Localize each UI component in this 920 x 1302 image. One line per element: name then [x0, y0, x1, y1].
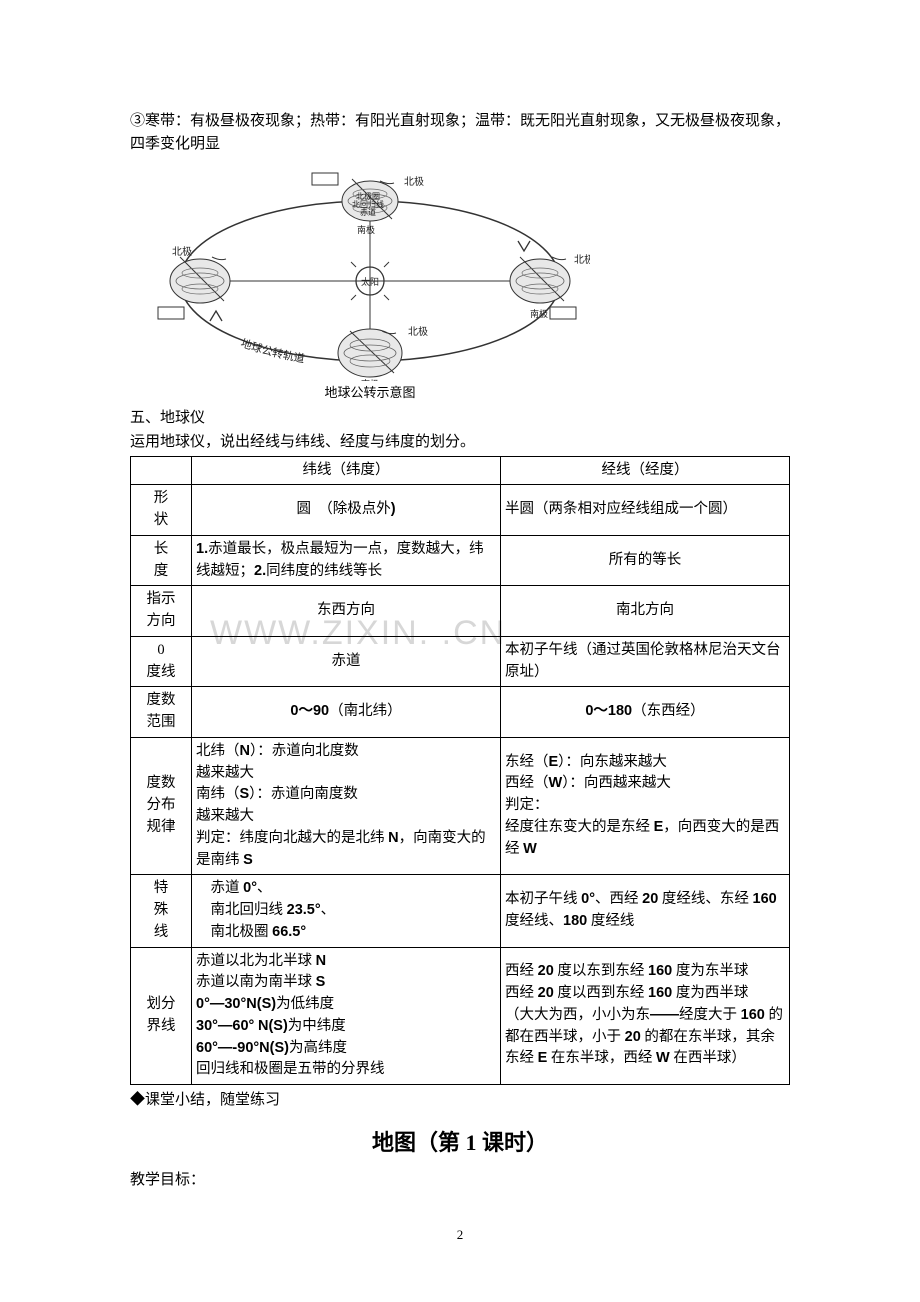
- cell-lat: 赤道: [192, 636, 501, 687]
- svg-text:赤道: 赤道: [360, 207, 376, 217]
- svg-text:南极: 南极: [530, 308, 548, 319]
- cell-lat: 1.赤道最长，极点最短为一点，度数越大，纬线越短；2.同纬度的纬线等长: [192, 535, 501, 586]
- cell-lat: 0～90（南北纬）: [192, 687, 501, 738]
- cell-lon: 所有的等长: [501, 535, 790, 586]
- cell-lat: 北纬（N）：赤道向北度数越来越大南纬（S）：赤道向南度数越来越大判定：纬度向北越…: [192, 737, 501, 875]
- orbit-label: 地球公转轨道: [239, 337, 306, 366]
- cell-lon: 东经（E）：向东越来越大西经（W）：向西越来越大判定：经度往东变大的是东经 E，…: [501, 737, 790, 875]
- cell-lat: 圆 （除极点外): [192, 485, 501, 536]
- svg-text:南极: 南极: [357, 224, 375, 235]
- svg-text:北极: 北极: [574, 253, 590, 266]
- cell-lon: 本初子午线 0°、西经 20 度经线、东经 160 度经线、180 度经线: [501, 875, 790, 947]
- row-label: 度数范围: [131, 687, 192, 738]
- cell-lat: 东西方向: [192, 586, 501, 637]
- section5-heading: 五、地球仪: [130, 407, 790, 430]
- section5-sub: 运用地球仪，说出经线与纬线、经度与纬度的划分。: [130, 431, 790, 454]
- row-label: 特殊线: [131, 875, 192, 947]
- orbit-diagram: 地球公转轨道 太阳: [150, 161, 590, 403]
- row-label: 0 度线: [131, 636, 192, 687]
- latlon-table: 纬线（纬度） 经线（经度） 形状圆 （除极点外)半圆（两条相对应经线组成一个圆）…: [130, 456, 790, 1086]
- teaching-goal-label: 教学目标：: [130, 1169, 790, 1192]
- cell-lon: 南北方向: [501, 586, 790, 637]
- cell-lon: 0～180（东西经）: [501, 687, 790, 738]
- th-lon: 经线（经度）: [501, 456, 790, 485]
- row-label: 度数分布规律: [131, 737, 192, 875]
- svg-text:北极: 北极: [404, 175, 424, 188]
- classroom-summary: ◆课堂小结，随堂练习: [130, 1089, 790, 1112]
- svg-text:北极: 北极: [172, 245, 192, 258]
- row-label: 划分界线: [131, 947, 192, 1085]
- th-lat: 纬线（纬度）: [192, 456, 501, 485]
- cell-lon: 本初子午线（通过英国伦敦格林尼治天文台原址）: [501, 636, 790, 687]
- diagram-caption: 地球公转示意图: [150, 383, 590, 403]
- row-label: 指示方向: [131, 586, 192, 637]
- th-blank: [131, 456, 192, 485]
- row-label: 长度: [131, 535, 192, 586]
- row-label: 形状: [131, 485, 192, 536]
- page-number: 2: [130, 1225, 790, 1245]
- svg-text:南极: 南极: [361, 378, 379, 381]
- svg-text:北极: 北极: [408, 325, 428, 338]
- svg-text:地球公转轨道: 地球公转轨道: [239, 337, 306, 366]
- next-lesson-title: 地图（第 1 课时）: [130, 1126, 790, 1159]
- cell-lat: 赤道以北为北半球 N赤道以南为南半球 S0°—30°N(S)为低纬度30°—60…: [192, 947, 501, 1085]
- cell-lon: 半圆（两条相对应经线组成一个圆）: [501, 485, 790, 536]
- cell-lat: 赤道 0°、 南北回归线 23.5°、 南北极圈 66.5°: [192, 875, 501, 947]
- cell-lon: 西经 20 度以东到东经 160 度为东半球西经 20 度以西到东经 160 度…: [501, 947, 790, 1085]
- intro-paragraph: ③寒带：有极昼极夜现象；热带：有阳光直射现象；温带：既无阳光直射现象，又无极昼极…: [130, 110, 790, 155]
